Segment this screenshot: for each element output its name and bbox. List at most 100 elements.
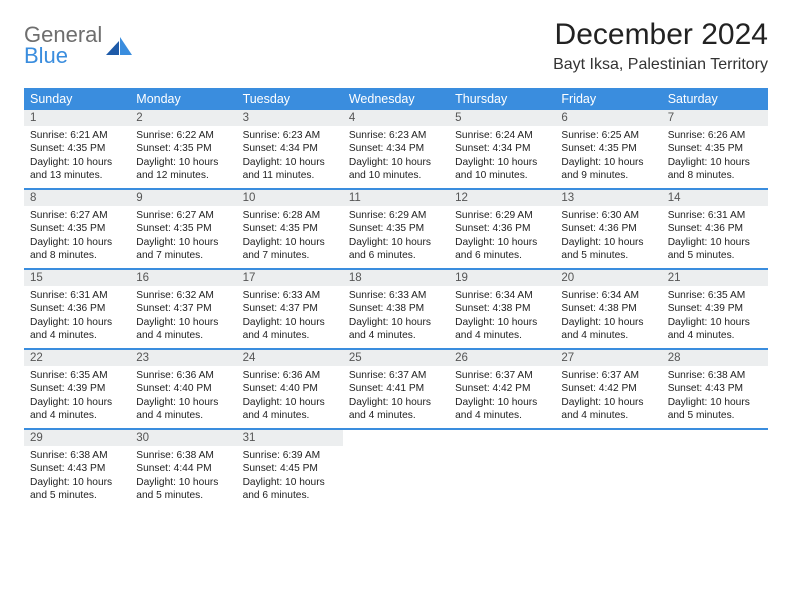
logo-sail-icon (106, 37, 132, 57)
calendar-day: 29Sunrise: 6:38 AMSunset: 4:43 PMDayligh… (24, 430, 130, 508)
day-details: Sunrise: 6:39 AMSunset: 4:45 PMDaylight:… (237, 446, 343, 508)
daylight-text: Daylight: 10 hours and 5 minutes. (668, 396, 762, 423)
calendar-day: 23Sunrise: 6:36 AMSunset: 4:40 PMDayligh… (130, 350, 236, 428)
day-details: Sunrise: 6:35 AMSunset: 4:39 PMDaylight:… (662, 286, 768, 348)
calendar-day: 9Sunrise: 6:27 AMSunset: 4:35 PMDaylight… (130, 190, 236, 268)
dow-tuesday: Tuesday (237, 88, 343, 110)
day-number: 23 (130, 350, 236, 366)
sunset-text: Sunset: 4:40 PM (243, 382, 337, 395)
dow-wednesday: Wednesday (343, 88, 449, 110)
calendar-day: 31Sunrise: 6:39 AMSunset: 4:45 PMDayligh… (237, 430, 343, 508)
day-details: Sunrise: 6:22 AMSunset: 4:35 PMDaylight:… (130, 126, 236, 188)
sunset-text: Sunset: 4:35 PM (30, 142, 124, 155)
sunrise-text: Sunrise: 6:38 AM (30, 449, 124, 462)
day-details: Sunrise: 6:37 AMSunset: 4:42 PMDaylight:… (449, 366, 555, 428)
sunrise-text: Sunrise: 6:27 AM (136, 209, 230, 222)
day-number: 26 (449, 350, 555, 366)
sunrise-text: Sunrise: 6:25 AM (561, 129, 655, 142)
calendar-day: 28Sunrise: 6:38 AMSunset: 4:43 PMDayligh… (662, 350, 768, 428)
day-details: Sunrise: 6:24 AMSunset: 4:34 PMDaylight:… (449, 126, 555, 188)
title-block: December 2024 Bayt Iksa, Palestinian Ter… (553, 18, 768, 74)
sunset-text: Sunset: 4:43 PM (668, 382, 762, 395)
month-title: December 2024 (553, 18, 768, 52)
daylight-text: Daylight: 10 hours and 4 minutes. (136, 396, 230, 423)
calendar-day: 8Sunrise: 6:27 AMSunset: 4:35 PMDaylight… (24, 190, 130, 268)
dow-friday: Friday (555, 88, 661, 110)
calendar-day: 24Sunrise: 6:36 AMSunset: 4:40 PMDayligh… (237, 350, 343, 428)
calendar-week: 22Sunrise: 6:35 AMSunset: 4:39 PMDayligh… (24, 350, 768, 428)
day-number: 13 (555, 190, 661, 206)
sunset-text: Sunset: 4:39 PM (30, 382, 124, 395)
calendar-day: 14Sunrise: 6:31 AMSunset: 4:36 PMDayligh… (662, 190, 768, 268)
daylight-text: Daylight: 10 hours and 4 minutes. (243, 316, 337, 343)
day-details: Sunrise: 6:28 AMSunset: 4:35 PMDaylight:… (237, 206, 343, 268)
daylight-text: Daylight: 10 hours and 4 minutes. (349, 396, 443, 423)
sunrise-text: Sunrise: 6:32 AM (136, 289, 230, 302)
day-number: 18 (343, 270, 449, 286)
day-details: Sunrise: 6:34 AMSunset: 4:38 PMDaylight:… (555, 286, 661, 348)
daylight-text: Daylight: 10 hours and 10 minutes. (455, 156, 549, 183)
sunset-text: Sunset: 4:36 PM (668, 222, 762, 235)
day-details: Sunrise: 6:23 AMSunset: 4:34 PMDaylight:… (343, 126, 449, 188)
calendar-week: 29Sunrise: 6:38 AMSunset: 4:43 PMDayligh… (24, 430, 768, 508)
day-details: Sunrise: 6:31 AMSunset: 4:36 PMDaylight:… (24, 286, 130, 348)
day-number: 22 (24, 350, 130, 366)
calendar-day: 25Sunrise: 6:37 AMSunset: 4:41 PMDayligh… (343, 350, 449, 428)
day-details: Sunrise: 6:27 AMSunset: 4:35 PMDaylight:… (24, 206, 130, 268)
sunset-text: Sunset: 4:42 PM (561, 382, 655, 395)
calendar-day: 1Sunrise: 6:21 AMSunset: 4:35 PMDaylight… (24, 110, 130, 188)
day-details: Sunrise: 6:21 AMSunset: 4:35 PMDaylight:… (24, 126, 130, 188)
day-number: 15 (24, 270, 130, 286)
sunset-text: Sunset: 4:36 PM (561, 222, 655, 235)
calendar-body: 1Sunrise: 6:21 AMSunset: 4:35 PMDaylight… (24, 110, 768, 508)
sunset-text: Sunset: 4:45 PM (243, 462, 337, 475)
sunset-text: Sunset: 4:34 PM (243, 142, 337, 155)
calendar-day: 22Sunrise: 6:35 AMSunset: 4:39 PMDayligh… (24, 350, 130, 428)
sunset-text: Sunset: 4:35 PM (668, 142, 762, 155)
daylight-text: Daylight: 10 hours and 5 minutes. (136, 476, 230, 503)
daylight-text: Daylight: 10 hours and 4 minutes. (455, 396, 549, 423)
daylight-text: Daylight: 10 hours and 5 minutes. (30, 476, 124, 503)
day-number: 28 (662, 350, 768, 366)
day-details: Sunrise: 6:34 AMSunset: 4:38 PMDaylight:… (449, 286, 555, 348)
day-number: 10 (237, 190, 343, 206)
sunrise-text: Sunrise: 6:24 AM (455, 129, 549, 142)
daylight-text: Daylight: 10 hours and 4 minutes. (561, 316, 655, 343)
daylight-text: Daylight: 10 hours and 5 minutes. (668, 236, 762, 263)
sunrise-text: Sunrise: 6:39 AM (243, 449, 337, 462)
daylight-text: Daylight: 10 hours and 13 minutes. (30, 156, 124, 183)
sunrise-text: Sunrise: 6:23 AM (349, 129, 443, 142)
sunset-text: Sunset: 4:35 PM (136, 142, 230, 155)
sunset-text: Sunset: 4:35 PM (136, 222, 230, 235)
day-number: 6 (555, 110, 661, 126)
sunrise-text: Sunrise: 6:21 AM (30, 129, 124, 142)
day-details: Sunrise: 6:30 AMSunset: 4:36 PMDaylight:… (555, 206, 661, 268)
sunrise-text: Sunrise: 6:26 AM (668, 129, 762, 142)
sunset-text: Sunset: 4:38 PM (349, 302, 443, 315)
dow-thursday: Thursday (449, 88, 555, 110)
day-details: Sunrise: 6:38 AMSunset: 4:43 PMDaylight:… (662, 366, 768, 428)
sunrise-text: Sunrise: 6:34 AM (455, 289, 549, 302)
calendar-table: Sunday Monday Tuesday Wednesday Thursday… (24, 88, 768, 508)
calendar-day: 12Sunrise: 6:29 AMSunset: 4:36 PMDayligh… (449, 190, 555, 268)
sunrise-text: Sunrise: 6:33 AM (243, 289, 337, 302)
calendar-day: 30Sunrise: 6:38 AMSunset: 4:44 PMDayligh… (130, 430, 236, 508)
day-number: 29 (24, 430, 130, 446)
calendar-day: 11Sunrise: 6:29 AMSunset: 4:35 PMDayligh… (343, 190, 449, 268)
sunrise-text: Sunrise: 6:37 AM (349, 369, 443, 382)
daylight-text: Daylight: 10 hours and 4 minutes. (30, 396, 124, 423)
dow-sunday: Sunday (24, 88, 130, 110)
daylight-text: Daylight: 10 hours and 10 minutes. (349, 156, 443, 183)
sunrise-text: Sunrise: 6:37 AM (561, 369, 655, 382)
sunrise-text: Sunrise: 6:36 AM (243, 369, 337, 382)
day-number: 2 (130, 110, 236, 126)
daylight-text: Daylight: 10 hours and 4 minutes. (136, 316, 230, 343)
day-details: Sunrise: 6:26 AMSunset: 4:35 PMDaylight:… (662, 126, 768, 188)
calendar-day: 5Sunrise: 6:24 AMSunset: 4:34 PMDaylight… (449, 110, 555, 188)
day-details: Sunrise: 6:36 AMSunset: 4:40 PMDaylight:… (237, 366, 343, 428)
sunset-text: Sunset: 4:34 PM (455, 142, 549, 155)
calendar-day: 15Sunrise: 6:31 AMSunset: 4:36 PMDayligh… (24, 270, 130, 348)
dow-saturday: Saturday (662, 88, 768, 110)
day-details: Sunrise: 6:31 AMSunset: 4:36 PMDaylight:… (662, 206, 768, 268)
calendar-day: 16Sunrise: 6:32 AMSunset: 4:37 PMDayligh… (130, 270, 236, 348)
